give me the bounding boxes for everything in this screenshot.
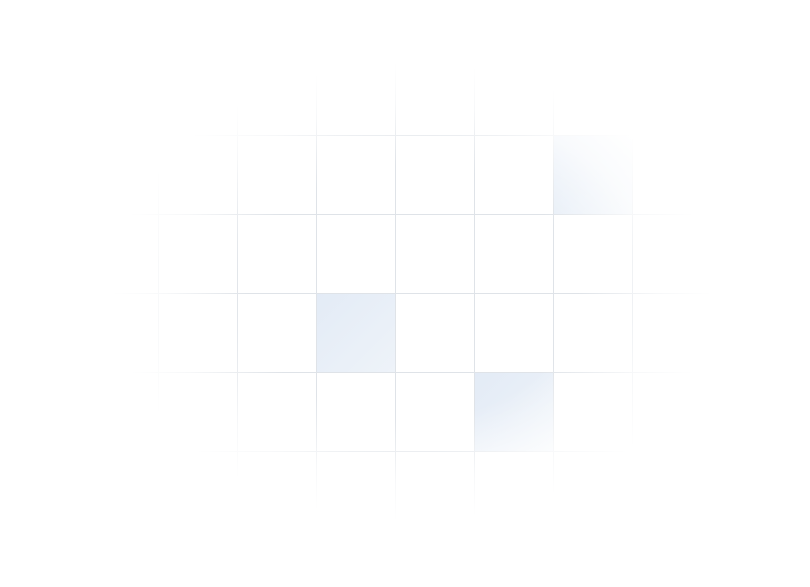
grid-line-horizontal bbox=[0, 372, 810, 373]
highlighted-cell bbox=[317, 294, 395, 372]
highlighted-cell bbox=[554, 136, 632, 214]
grid-line-horizontal bbox=[0, 56, 810, 57]
grid-line-horizontal bbox=[0, 135, 810, 136]
grid-line-horizontal bbox=[0, 530, 810, 531]
grid-line-horizontal bbox=[0, 451, 810, 452]
grid-line-horizontal bbox=[0, 214, 810, 215]
highlighted-cell bbox=[475, 373, 553, 451]
grid-line-horizontal bbox=[0, 293, 810, 294]
